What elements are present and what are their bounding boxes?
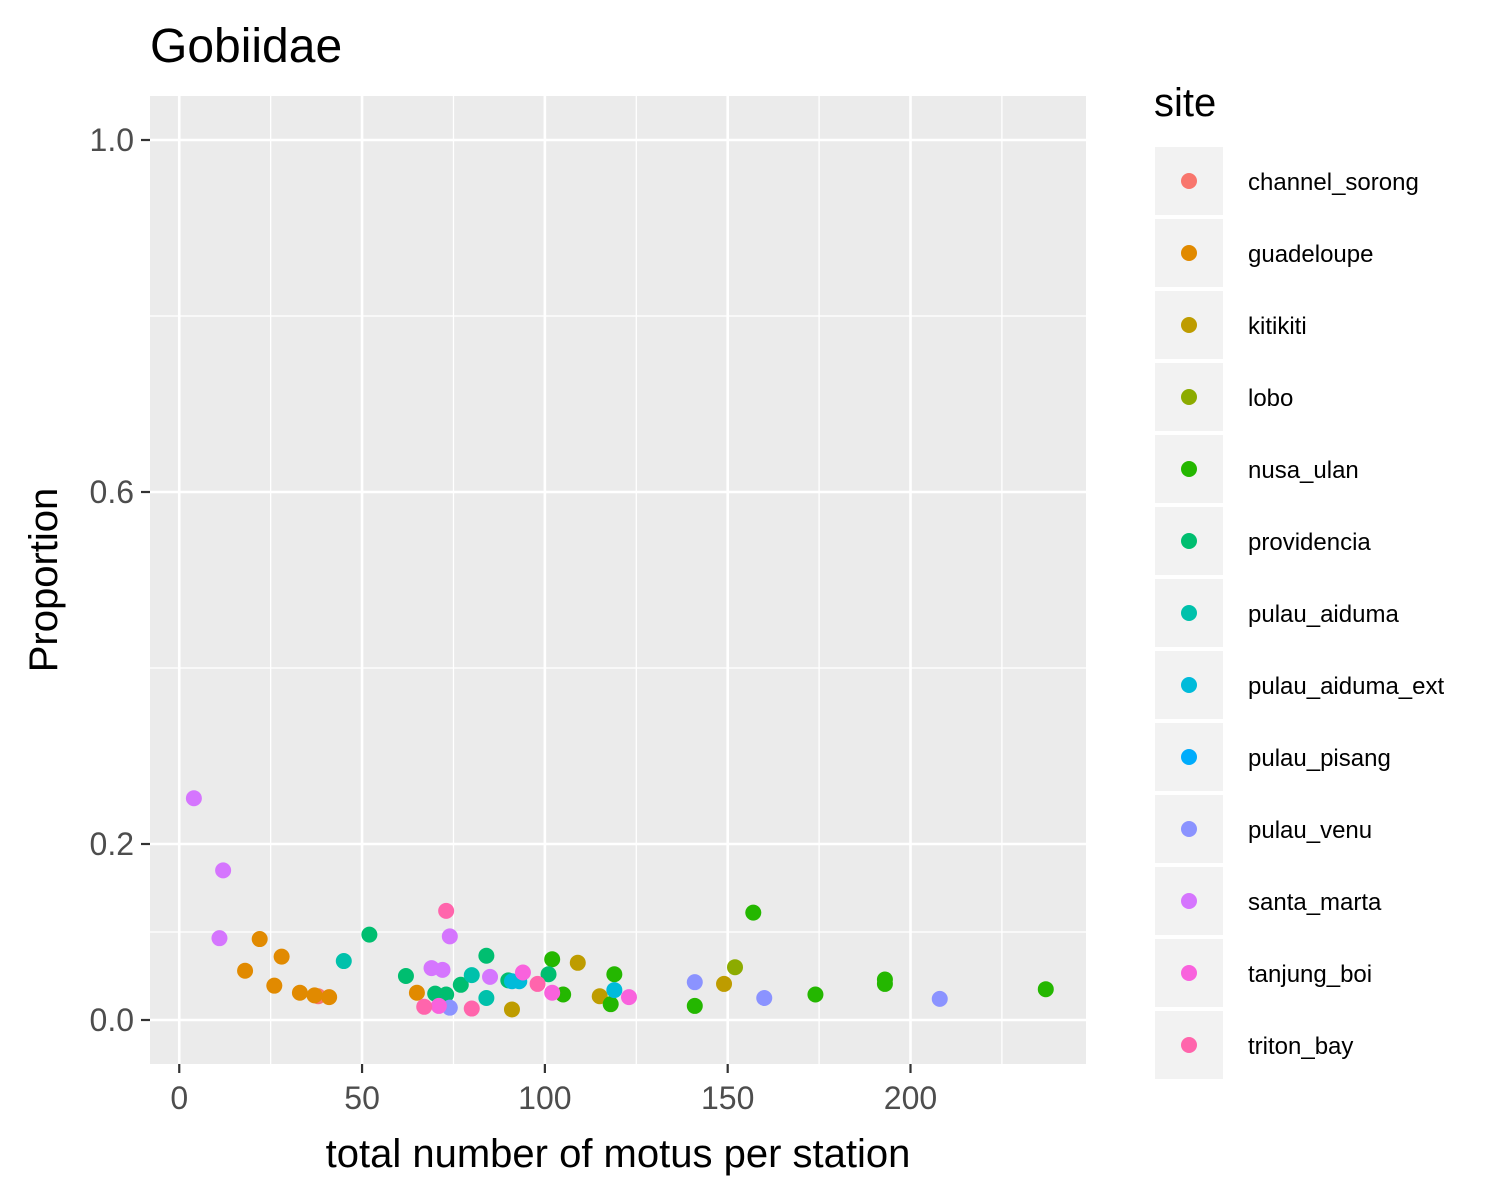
x-axis-title: total number of motus per station (326, 1132, 911, 1176)
data-point-lobo (727, 959, 743, 976)
data-point-guadeloupe (306, 987, 323, 1004)
x-tick-label: 200 (884, 1080, 937, 1116)
data-points (185, 790, 1054, 1018)
data-point-nusa_ulan (876, 975, 893, 992)
data-point-pulau_aiduma (463, 967, 480, 984)
data-point-guadeloupe (321, 989, 338, 1006)
data-point-nusa_ulan (602, 996, 619, 1013)
x-tick-label: 100 (518, 1080, 571, 1116)
data-point-providencia (540, 966, 557, 983)
data-point-nusa_ulan (686, 997, 703, 1014)
x-tick-label: 0 (170, 1080, 188, 1116)
legend-label-kitikiti: kitikiti (1248, 313, 1307, 340)
legend-title: site (1154, 81, 1216, 125)
legend-label-pulau_venu: pulau_venu (1248, 817, 1372, 844)
data-point-kitikiti (569, 954, 586, 971)
y-tick-label: 0.6 (90, 474, 134, 510)
chart-title: Gobiidae (150, 20, 342, 73)
data-point-kitikiti (503, 1001, 520, 1018)
x-tick-label: 150 (701, 1080, 754, 1116)
data-point-nusa_ulan (745, 904, 762, 921)
data-point-guadeloupe (291, 984, 308, 1001)
y-axis-title: Proportion (22, 488, 66, 673)
legend-swatch-pulau_venu (1181, 821, 1197, 837)
data-point-santa_marta (441, 928, 458, 945)
data-point-triton_bay (529, 975, 546, 992)
y-tick-label: 1.0 (90, 122, 134, 158)
data-point-guadeloupe (266, 977, 283, 994)
data-point-guadeloupe (237, 962, 254, 979)
legend-swatch-providencia (1181, 533, 1197, 549)
data-point-santa_marta (211, 930, 228, 947)
legend-swatch-santa_marta (1181, 893, 1197, 909)
data-point-nusa_ulan (807, 986, 824, 1003)
data-point-triton_bay (463, 1000, 480, 1017)
legend: site channel_sorong guadeloupe kitikiti lob… (1154, 81, 1444, 1079)
legend-swatch-kitikiti (1181, 317, 1197, 333)
data-point-tanjung_boi (430, 997, 447, 1014)
data-point-guadeloupe (273, 948, 290, 965)
data-point-guadeloupe (251, 931, 268, 948)
y-axis: 0.0 0.2 0.6 1.0 (90, 122, 150, 1038)
data-point-pulau_aiduma (478, 990, 495, 1006)
data-point-triton_bay (416, 998, 433, 1015)
legend-swatch-triton_bay (1181, 1037, 1197, 1053)
data-point-tanjung_boi (544, 984, 561, 1001)
legend-label-nusa_ulan: nusa_ulan (1248, 457, 1359, 484)
data-point-providencia (438, 986, 455, 1003)
data-point-guadeloupe (408, 984, 425, 1001)
legend-swatch-pulau_aiduma (1181, 605, 1197, 621)
legend-label-pulau_pisang: pulau_pisang (1248, 745, 1391, 772)
legend-label-pulau_aiduma_ext: pulau_aiduma_ext (1248, 673, 1444, 700)
data-point-providencia (361, 926, 378, 943)
data-point-pulau_venu (686, 974, 703, 991)
legend-swatch-lobo (1181, 389, 1197, 405)
legend-label-pulau_aiduma: pulau_aiduma (1248, 601, 1399, 628)
data-point-tanjung_boi (514, 964, 531, 981)
data-point-kitikiti (716, 975, 733, 992)
legend-label-lobo: lobo (1248, 385, 1293, 412)
data-point-pulau_venu (931, 990, 948, 1007)
data-point-santa_marta (434, 961, 451, 978)
data-point-nusa_ulan (544, 951, 561, 968)
data-point-santa_marta (482, 968, 499, 985)
legend-label-triton_bay: triton_bay (1248, 1033, 1353, 1060)
data-point-pulau_aiduma_ext (606, 982, 623, 999)
legend-label-santa_marta: santa_marta (1248, 889, 1382, 916)
x-tick-label: 50 (344, 1080, 380, 1116)
data-point-pulau_aiduma (335, 953, 352, 970)
y-tick-label: 0.2 (90, 826, 134, 862)
plot-panel (150, 96, 1086, 1064)
legend-label-providencia: providencia (1248, 529, 1371, 556)
legend-label-channel_sorong: channel_sorong (1248, 169, 1419, 196)
legend-swatch-tanjung_boi (1181, 965, 1197, 981)
major-gridlines (150, 96, 1086, 1064)
legend-swatch-channel_sorong (1181, 173, 1197, 189)
x-axis: 0 50 100 150 200 (170, 1064, 937, 1116)
data-point-providencia (478, 947, 495, 964)
minor-gridlines (150, 96, 1086, 1064)
data-point-providencia (397, 968, 414, 984)
data-point-tanjung_boi (620, 989, 637, 1006)
data-point-santa_marta (215, 862, 232, 879)
data-point-triton_bay (438, 902, 455, 919)
legend-swatch-pulau_aiduma_ext (1181, 677, 1197, 693)
legend-label-guadeloupe: guadeloupe (1248, 241, 1373, 268)
legend-swatch-pulau_pisang (1181, 749, 1197, 765)
legend-swatch-nusa_ulan (1181, 461, 1197, 477)
data-point-santa_marta (185, 790, 202, 807)
data-point-nusa_ulan (606, 966, 623, 983)
legend-swatch-guadeloupe (1181, 245, 1197, 261)
data-point-nusa_ulan (1037, 981, 1054, 998)
data-point-providencia (452, 976, 469, 993)
legend-label-tanjung_boi: tanjung_boi (1248, 961, 1372, 988)
y-tick-label: 0.0 (90, 1002, 134, 1038)
data-point-pulau_venu (756, 990, 773, 1006)
